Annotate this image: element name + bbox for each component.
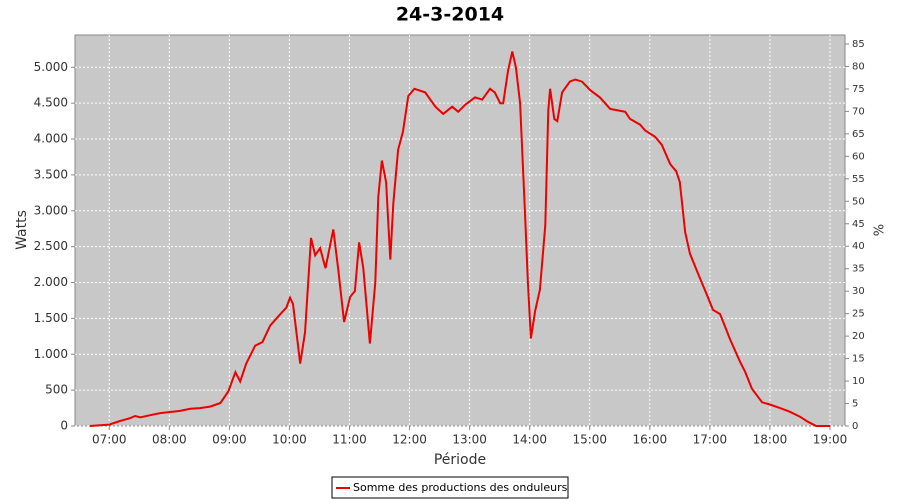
- y-tick-label: 1.000: [34, 347, 68, 361]
- y2-tick-label: 10: [852, 376, 865, 387]
- y-tick-label: 2.500: [34, 239, 68, 253]
- x-tick-label: 11:00: [332, 433, 367, 447]
- y2-tick-label: 55: [852, 174, 865, 185]
- y-tick-label: 2.000: [34, 275, 68, 289]
- y2-tick-label: 50: [852, 196, 865, 207]
- y-tick-label: 3.000: [34, 203, 68, 217]
- chart-title: 24-3-2014: [396, 4, 504, 26]
- x-tick-label: 15:00: [572, 433, 607, 447]
- y2-tick-label: 20: [852, 331, 865, 342]
- y-tick-label: 4.500: [34, 96, 68, 110]
- y2-tick-label: 65: [852, 129, 865, 140]
- y2-tick-label: 85: [852, 39, 865, 50]
- y2-tick-label: 25: [852, 309, 865, 320]
- x-tick-label: 12:00: [392, 433, 427, 447]
- x-tick-label: 17:00: [693, 433, 728, 447]
- y2-tick-label: 70: [852, 106, 865, 117]
- y-tick-label: 4.000: [34, 132, 68, 146]
- y-tick-label: 500: [45, 383, 68, 397]
- y-tick-label: 0: [60, 419, 68, 433]
- y2-tick-label: 0: [852, 421, 858, 432]
- y2-tick-label: 15: [852, 354, 865, 365]
- y2-tick-label: 30: [852, 286, 865, 297]
- x-tick-label: 08:00: [152, 433, 187, 447]
- y2-tick-label: 60: [852, 151, 865, 162]
- y2-axis-label: %: [873, 224, 888, 236]
- y2-tick-label: 45: [852, 219, 865, 230]
- x-tick-label: 13:00: [452, 433, 487, 447]
- y2-tick-label: 35: [852, 264, 865, 275]
- x-tick-label: 07:00: [92, 433, 127, 447]
- x-tick-label: 18:00: [753, 433, 788, 447]
- x-tick-label: 09:00: [212, 433, 247, 447]
- y-tick-label: 5.000: [34, 60, 68, 74]
- legend-label: Somme des productions des onduleurs: [353, 481, 568, 494]
- plot-area: [74, 34, 846, 427]
- legend-box: [331, 476, 569, 499]
- x-tick-label: 10:00: [272, 433, 307, 447]
- y2-tick-label: 75: [852, 84, 865, 95]
- y2-tick-label: 5: [852, 399, 858, 410]
- x-tick-label: 14:00: [512, 433, 547, 447]
- y-axis-label: Watts: [14, 210, 30, 250]
- y-tick-label: 1.500: [34, 311, 68, 325]
- y2-tick-label: 40: [852, 241, 865, 252]
- y2-tick-label: 80: [852, 61, 865, 72]
- y-tick-label: 3.500: [34, 167, 68, 181]
- x-tick-label: 16:00: [633, 433, 668, 447]
- x-axis-label: Période: [434, 452, 486, 468]
- x-tick-label: 19:00: [813, 433, 848, 447]
- series-line: [89, 51, 830, 427]
